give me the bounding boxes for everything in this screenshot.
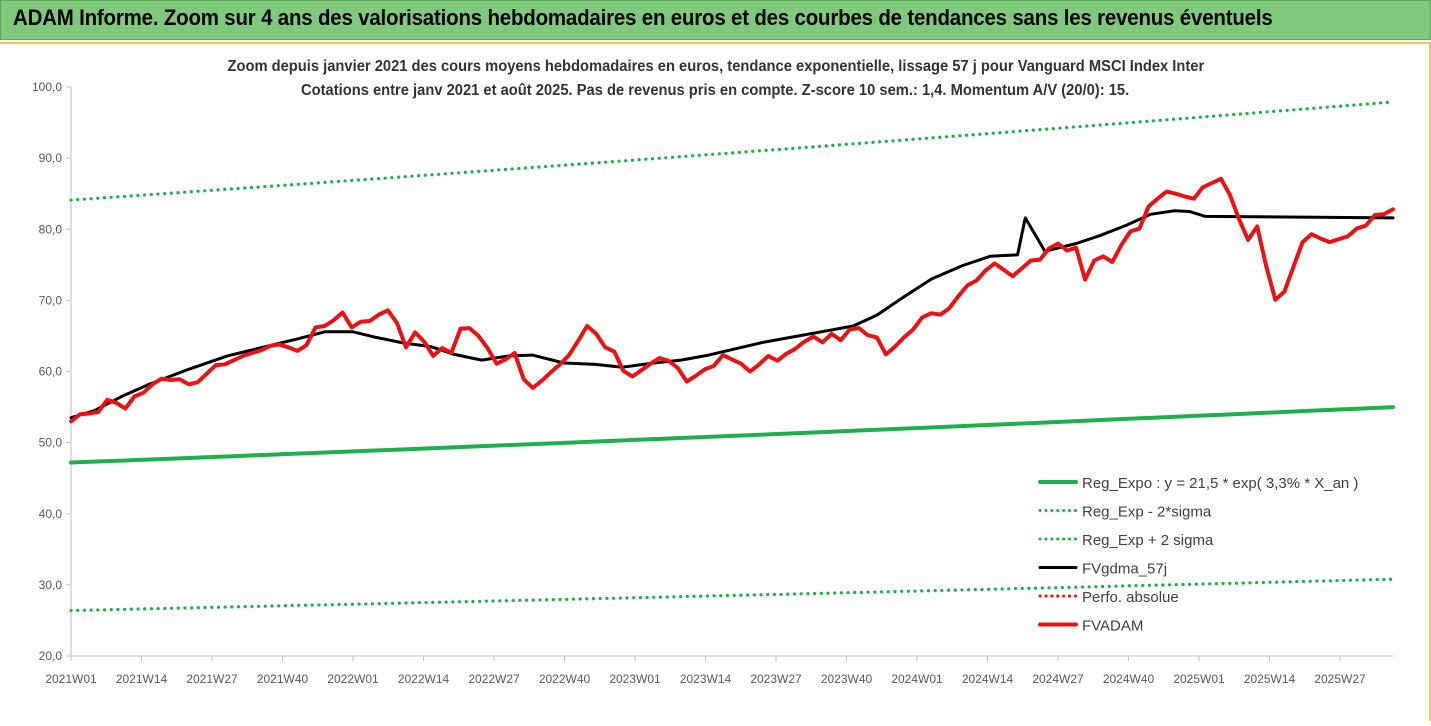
y-tick-label: 20,0 xyxy=(39,649,63,663)
x-tick-label: 2023W27 xyxy=(750,672,802,686)
chart-title: Zoom depuis janvier 2021 des cours moyen… xyxy=(0,58,1431,76)
legend-label: FVADAM xyxy=(1082,618,1143,635)
legend-label: FVgdma_57j xyxy=(1082,561,1167,578)
x-tick-label: 2023W01 xyxy=(609,672,661,686)
y-tick-label: 50,0 xyxy=(39,436,63,450)
chart-area: 20,0 30,0 40,0 50,0 60,0 70,0 80,0 90,0 100,0 202… xyxy=(0,44,1431,721)
legend: Reg_Expo : y = 21,5 * exp( 3,3% * X_an )… xyxy=(1038,475,1358,635)
series-line-reg-expo-y-21-5-exp-3-3-x-an xyxy=(69,405,1395,465)
legend-label: Reg_Expo : y = 21,5 * exp( 3,3% * X_an ) xyxy=(1082,475,1358,492)
y-tick-label: 30,0 xyxy=(39,578,63,592)
x-tick-label: 2022W40 xyxy=(539,672,591,686)
axes: 20,0 30,0 40,0 50,0 60,0 70,0 80,0 90,0 100,0 202… xyxy=(32,80,1393,686)
x-tick-label: 2021W40 xyxy=(257,672,309,686)
x-tick-label: 2024W27 xyxy=(1032,672,1084,686)
banner-title: ADAM Informe. Zoom sur 4 ans des valoris… xyxy=(13,5,1273,30)
x-tick-label: 2024W01 xyxy=(891,672,943,686)
series-line-fvadam xyxy=(69,176,1395,424)
x-tick-label: 2024W14 xyxy=(962,672,1014,686)
y-tick-label: 90,0 xyxy=(39,151,63,165)
banner: ADAM Informe. Zoom sur 4 ans des valoris… xyxy=(0,0,1431,40)
chart: 20,0 30,0 40,0 50,0 60,0 70,0 80,0 90,0 100,0 202… xyxy=(32,80,1395,686)
x-tick-label: 2024W40 xyxy=(1103,672,1155,686)
y-tick-label: 70,0 xyxy=(39,293,63,307)
x-tick-label: 2023W14 xyxy=(680,672,732,686)
frame-border-top xyxy=(0,42,1431,44)
x-tick-label: 2022W14 xyxy=(398,672,450,686)
series-line-reg-exp-2-sigma xyxy=(69,100,1395,202)
x-tick-label: 2021W27 xyxy=(186,672,238,686)
y-tick-label: 80,0 xyxy=(39,222,63,236)
legend-label: Reg_Exp - 2*sigma xyxy=(1082,504,1212,521)
series-layer xyxy=(69,100,1395,613)
chart-subtitle: Cotations entre janv 2021 et août 2025. … xyxy=(0,82,1431,100)
x-tick-label: 2025W14 xyxy=(1244,672,1296,686)
y-tick-label: 40,0 xyxy=(39,507,63,521)
series-line-reg-exp-2-sigma xyxy=(69,577,1395,613)
x-tick-label: 2025W01 xyxy=(1173,672,1225,686)
y-tick-label: 100,0 xyxy=(32,80,62,94)
x-tick-label: 2023W40 xyxy=(821,672,873,686)
series-line-fvgdma-57j xyxy=(69,209,1395,420)
legend-label: Perfo. absolue xyxy=(1082,589,1179,606)
x-tick-label: 2022W01 xyxy=(327,672,379,686)
x-tick-label: 2021W01 xyxy=(45,672,97,686)
y-tick-label: 60,0 xyxy=(39,365,63,379)
x-tick-label: 2021W14 xyxy=(116,672,168,686)
legend-label: Reg_Exp + 2 sigma xyxy=(1082,532,1214,549)
x-tick-label: 2025W27 xyxy=(1314,672,1366,686)
frame-border-right xyxy=(1429,42,1431,721)
x-tick-label: 2022W27 xyxy=(468,672,520,686)
